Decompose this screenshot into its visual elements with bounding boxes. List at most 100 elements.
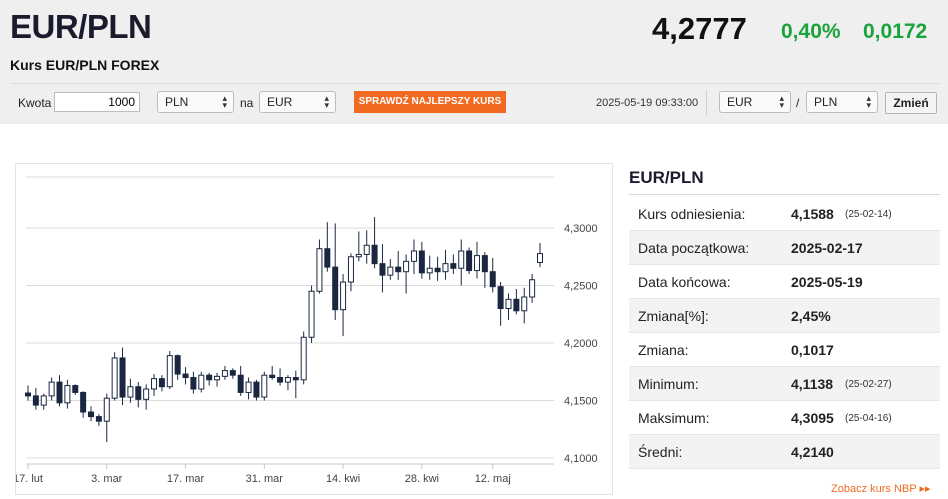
select-arrows-icon: ▴ ▾ (866, 93, 871, 110)
row-value: 4,3095 (791, 410, 834, 426)
candle-body (513, 298, 520, 312)
chart-container: 4,3000 4,2500 4,2000 4,1500 4,1000 17. lut 3. … (13, 163, 613, 495)
nbp-rate-link[interactable]: Zobacz kurs NBP ▸▸ (831, 483, 931, 495)
candle-body (434, 267, 441, 273)
candle-body (277, 377, 284, 383)
pair-slash: / (796, 96, 800, 110)
row-value: 4,1138 (791, 376, 834, 392)
candle-body (529, 279, 536, 298)
select-arrows-icon: ▴ ▾ (222, 93, 227, 110)
candle-body (473, 255, 480, 272)
candle-body (261, 374, 268, 398)
candle-body (340, 281, 347, 311)
candle-body (371, 244, 378, 265)
candle-body (80, 391, 87, 413)
header-divider (10, 83, 940, 84)
candle-body (363, 244, 370, 255)
candle-body (505, 298, 512, 310)
y-tick-label: 4,2000 (564, 338, 598, 350)
change-absolute: 0,0172 (863, 20, 928, 43)
y-tick-label: 4,1500 (564, 396, 598, 408)
row-label: Minimum: (638, 376, 699, 392)
from-currency-value: PLN (165, 95, 189, 109)
candle-body (158, 378, 165, 388)
candle-body (292, 377, 299, 381)
candle-body (32, 395, 39, 406)
candle-body (143, 388, 150, 400)
change-pair-button[interactable]: Zmień (885, 92, 937, 114)
toolbar-divider (706, 90, 707, 116)
candle-body (332, 266, 339, 311)
x-tick-label: 3. mar (91, 473, 123, 485)
candle-body (379, 263, 386, 276)
candle-body (135, 386, 142, 400)
best-rate-button[interactable]: SPRAWDŹ NAJLEPSZY KURS (354, 91, 506, 113)
candle-body (300, 336, 307, 381)
select-arrows-icon: ▴ ▾ (779, 93, 784, 110)
row-label: Data końcowa: (638, 274, 731, 290)
na-label: na (240, 96, 254, 110)
candle-body (174, 355, 181, 375)
summary-divider (629, 194, 940, 195)
row-date: (25-04-16) (845, 413, 892, 424)
x-tick-label: 12. maj (475, 473, 511, 485)
candle-body (403, 260, 410, 273)
candle-body (308, 290, 315, 338)
candle-body (237, 374, 244, 393)
summary-row-change-pct: Zmiana[%]: 2,45% (629, 299, 940, 333)
summary-row-reference: Kurs odniesienia: 4,1588 (25-02-14) (629, 197, 940, 231)
candle-body (40, 395, 47, 406)
summary-row-start-date: Data początkowa: 2025-02-17 (629, 231, 940, 265)
row-label: Data początkowa: (638, 240, 750, 256)
amount-label: Kwota (18, 96, 52, 110)
candle-body (95, 416, 102, 422)
candle-body (426, 267, 433, 274)
to-currency-select[interactable]: EUR ▴ ▾ (259, 91, 336, 113)
candle-body (269, 374, 276, 378)
candle-body (245, 381, 252, 393)
candle-body (253, 381, 260, 398)
summary-row-end-date: Data końcowa: 2025-05-19 (629, 265, 940, 299)
candle-body (481, 255, 488, 273)
x-tick-label: 17. lut (16, 473, 43, 485)
candle-body (198, 374, 205, 390)
row-label: Średni: (638, 444, 683, 460)
summary-row-change: Zmiana: 0,1017 (629, 333, 940, 367)
candle-body (56, 381, 63, 404)
candle-body (88, 411, 95, 418)
candle-body (450, 263, 457, 269)
candle-body (103, 397, 110, 422)
quote-timestamp: 2025-05-19 09:33:00 (596, 97, 699, 109)
candle-body (190, 377, 197, 390)
change-percent: 0,40% (781, 20, 841, 43)
row-value: 4,1588 (791, 206, 834, 222)
candle-body (442, 263, 449, 273)
pair-title: EUR/PLN (10, 8, 152, 45)
candle-body (324, 248, 331, 268)
amount-input[interactable] (54, 92, 140, 112)
candle-body (72, 385, 79, 393)
candle-body (521, 296, 528, 312)
row-date: (25-02-27) (845, 379, 892, 390)
x-tick-label: 31. mar (246, 473, 284, 485)
y-tick-label: 4,2500 (564, 281, 598, 293)
candle-body (206, 374, 213, 381)
candle-body (221, 370, 228, 377)
candle-body (466, 250, 473, 272)
pair-right-select[interactable]: PLN ▴ ▾ (806, 91, 878, 113)
row-value: 2,45% (791, 308, 831, 324)
summary-title: EUR/PLN (629, 168, 704, 187)
candle-body (214, 375, 221, 381)
summary-row-minimum: Minimum: 4,1138 (25-02-27) (629, 367, 940, 401)
pair-left-select[interactable]: EUR ▴ ▾ (719, 91, 791, 113)
from-currency-select[interactable]: PLN ▴ ▾ (157, 91, 234, 113)
x-tick-label: 14. kwi (326, 473, 360, 485)
pair-left-value: EUR (727, 95, 753, 109)
candle-body (284, 377, 291, 383)
candle-body (347, 256, 354, 283)
candle-body (418, 250, 425, 274)
x-tick-label: 28. kwi (405, 473, 439, 485)
candle-body (537, 253, 543, 263)
row-label: Kurs odniesienia: (638, 206, 746, 222)
candle-body (166, 355, 173, 388)
